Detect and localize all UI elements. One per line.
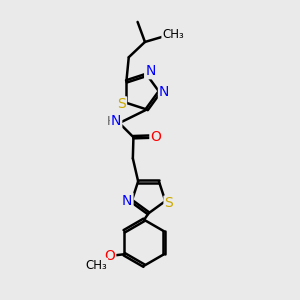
Text: O: O — [104, 249, 115, 263]
Text: O: O — [150, 130, 161, 144]
Text: S: S — [164, 196, 173, 211]
Text: CH₃: CH₃ — [85, 259, 107, 272]
Text: S: S — [117, 97, 126, 111]
Text: N: N — [122, 194, 133, 208]
Text: CH₃: CH₃ — [162, 28, 184, 41]
Text: N: N — [111, 114, 121, 128]
Text: N: N — [159, 85, 169, 98]
Text: N: N — [145, 64, 155, 78]
Text: H: H — [106, 115, 116, 128]
